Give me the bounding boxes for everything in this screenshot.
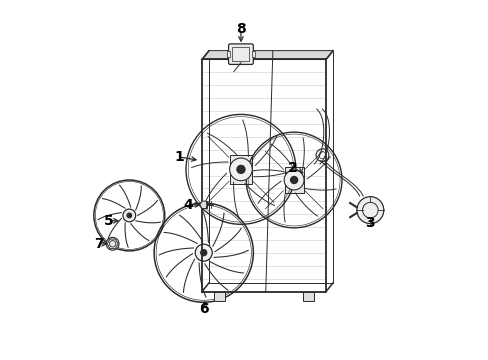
FancyBboxPatch shape — [228, 44, 253, 64]
FancyBboxPatch shape — [284, 167, 303, 193]
Text: 5: 5 — [104, 214, 114, 228]
Text: 8: 8 — [236, 22, 245, 36]
Text: 3: 3 — [365, 216, 374, 230]
Circle shape — [356, 197, 383, 224]
FancyBboxPatch shape — [251, 51, 255, 57]
Circle shape — [290, 176, 297, 184]
Circle shape — [127, 213, 131, 218]
FancyBboxPatch shape — [226, 51, 230, 57]
Text: 2: 2 — [287, 161, 297, 175]
FancyBboxPatch shape — [229, 155, 251, 184]
Polygon shape — [202, 51, 332, 59]
Text: 1: 1 — [174, 150, 183, 164]
Polygon shape — [214, 292, 224, 301]
Circle shape — [195, 244, 212, 261]
Circle shape — [237, 165, 244, 173]
Circle shape — [106, 238, 119, 250]
Circle shape — [201, 250, 206, 256]
Text: 7: 7 — [94, 237, 104, 251]
Text: 4: 4 — [183, 198, 192, 212]
Text: 6: 6 — [199, 302, 208, 316]
Circle shape — [284, 170, 304, 190]
Circle shape — [229, 158, 252, 181]
Polygon shape — [303, 292, 313, 301]
Circle shape — [122, 209, 135, 222]
